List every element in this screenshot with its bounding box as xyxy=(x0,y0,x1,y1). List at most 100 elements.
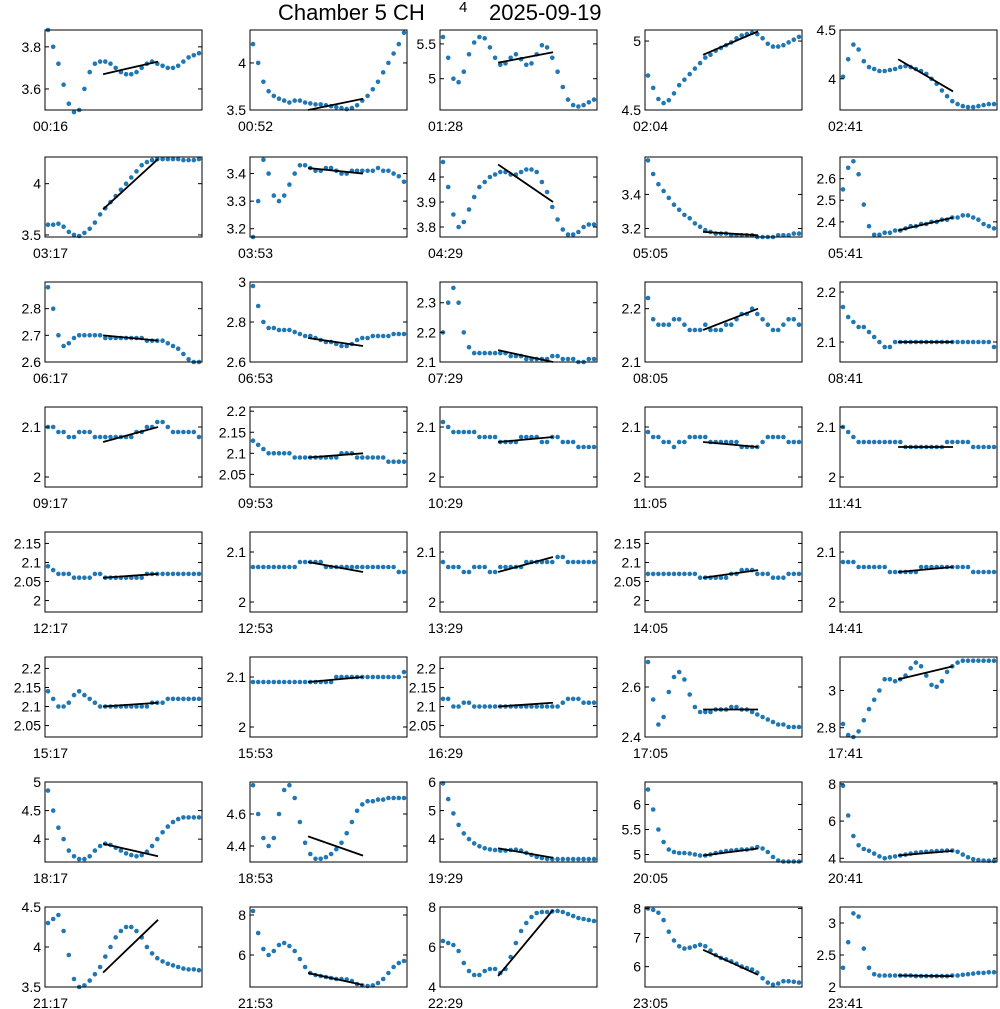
data-point xyxy=(851,42,856,47)
panel-time-label: 09:53 xyxy=(238,495,273,511)
data-point xyxy=(581,856,586,862)
panel-time-label: 11:05 xyxy=(633,495,667,511)
data-point xyxy=(661,917,666,923)
data-point xyxy=(56,912,61,918)
data-point xyxy=(508,55,513,61)
data-point xyxy=(261,679,266,685)
data-point xyxy=(375,455,381,460)
data-point xyxy=(671,938,677,943)
panel: 2.4 2.6 17:05 xyxy=(622,656,803,761)
data-point xyxy=(170,696,176,702)
y-tick-label: 2.2 xyxy=(227,403,247,419)
data-point xyxy=(451,942,456,948)
data-point xyxy=(555,353,560,359)
y-tick-label: 2.5 xyxy=(817,192,837,208)
data-point xyxy=(856,843,861,848)
panel-time-label: 14:41 xyxy=(828,620,863,636)
data-point xyxy=(313,102,318,107)
axes-box xyxy=(249,156,408,238)
data-point xyxy=(149,843,155,849)
data-point xyxy=(297,455,303,460)
data-point xyxy=(887,230,893,235)
data-point xyxy=(591,97,597,102)
data-point xyxy=(477,350,482,356)
data-point xyxy=(365,335,370,341)
data-point xyxy=(170,429,176,435)
data-point xyxy=(471,972,477,978)
data-point xyxy=(186,967,191,972)
data-point xyxy=(445,55,451,61)
data-point xyxy=(170,65,176,71)
panel-time-label: 12:53 xyxy=(238,620,273,636)
data-point xyxy=(461,330,467,335)
data-point xyxy=(123,851,129,856)
data-point xyxy=(955,849,960,855)
data-point xyxy=(261,564,266,570)
data-point xyxy=(287,943,292,949)
data-point xyxy=(697,224,703,230)
axes-box xyxy=(249,531,408,613)
data-point xyxy=(365,168,370,174)
data-point xyxy=(276,942,282,948)
data-point xyxy=(281,787,287,793)
axes-box xyxy=(839,531,998,613)
data-point xyxy=(656,571,661,577)
data-point xyxy=(781,575,786,580)
data-point xyxy=(576,559,581,565)
data-point xyxy=(250,564,256,570)
y-tick-label: 3 xyxy=(828,682,836,698)
data-point xyxy=(56,333,61,338)
data-point xyxy=(570,232,576,237)
data-point xyxy=(539,704,545,709)
data-point xyxy=(898,439,903,445)
fit-line xyxy=(103,334,159,342)
data-point xyxy=(492,847,498,853)
data-point xyxy=(965,339,971,345)
y-tick-label: 4 xyxy=(33,939,41,955)
data-point xyxy=(370,564,376,570)
data-point xyxy=(765,322,771,328)
data-point xyxy=(882,856,887,861)
data-point xyxy=(708,709,713,715)
data-point xyxy=(466,429,472,435)
data-point xyxy=(66,101,72,106)
data-point xyxy=(328,165,334,171)
axes-box xyxy=(439,156,598,238)
data-point xyxy=(965,971,971,977)
data-point xyxy=(76,233,82,239)
data-point xyxy=(76,575,82,580)
data-point xyxy=(581,224,586,230)
data-point xyxy=(851,911,856,916)
data-point xyxy=(877,232,882,238)
data-point xyxy=(297,679,303,685)
panel-time-label: 00:16 xyxy=(33,118,68,134)
y-tick-label: 2 xyxy=(33,469,41,485)
axes-box xyxy=(439,531,598,613)
data-point xyxy=(165,341,171,346)
data-point xyxy=(851,559,856,565)
fit-line xyxy=(897,216,954,232)
data-point xyxy=(687,851,692,856)
data-point xyxy=(524,356,529,362)
data-point xyxy=(682,946,687,951)
data-point xyxy=(160,63,165,69)
y-tick-label: 2.15 xyxy=(14,679,41,695)
y-tick-label: 2.6 xyxy=(22,354,42,370)
data-point xyxy=(576,856,581,862)
data-point xyxy=(840,965,846,971)
panel: 2 2.1 12:53 xyxy=(227,531,408,636)
data-point xyxy=(76,429,82,435)
data-point xyxy=(181,157,186,163)
data-point xyxy=(882,68,887,74)
data-point xyxy=(682,677,687,682)
data-point xyxy=(71,335,77,341)
data-point xyxy=(555,554,560,560)
data-point xyxy=(682,77,687,82)
data-point xyxy=(770,327,776,333)
data-point xyxy=(882,973,887,978)
y-tick-label: 2 xyxy=(828,979,836,995)
axes-box xyxy=(839,781,998,863)
data-point xyxy=(703,55,708,60)
data-point xyxy=(666,847,672,852)
data-point xyxy=(981,339,986,345)
